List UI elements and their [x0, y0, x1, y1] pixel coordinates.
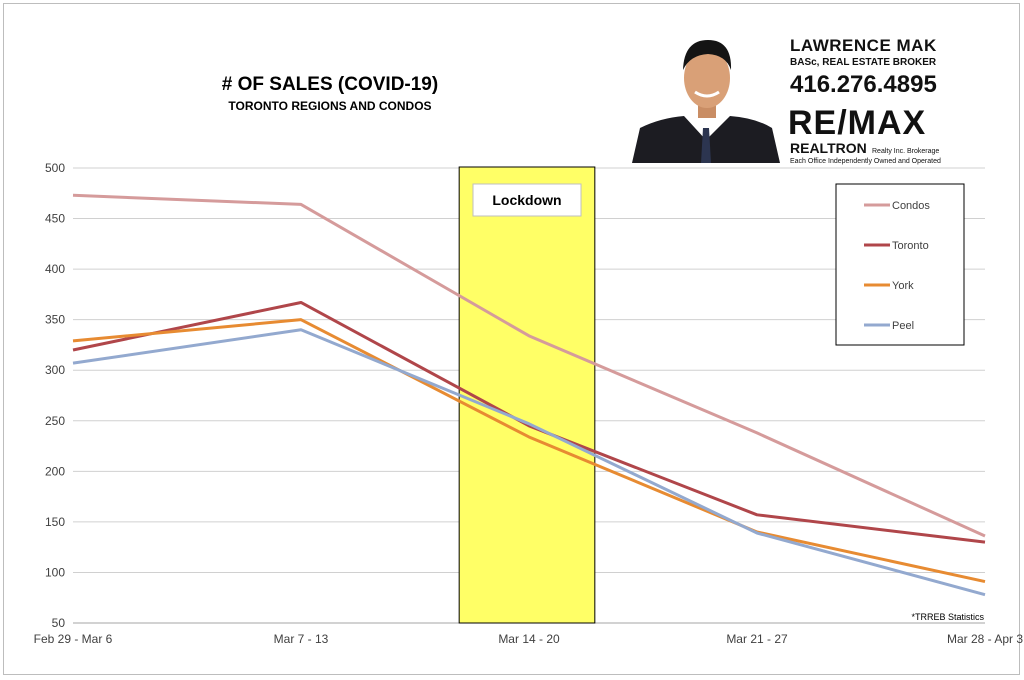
y-tick-label: 500 [45, 161, 65, 175]
x-tick-label: Feb 29 - Mar 6 [34, 632, 113, 646]
y-tick-label: 150 [45, 515, 65, 529]
series-line-york [72, 318, 986, 584]
brokerage-logo: RE/MAX [788, 104, 926, 142]
legend-label-condos: Condos [892, 200, 930, 212]
x-tick-label: Mar 7 - 13 [274, 632, 329, 646]
y-tick-label: 250 [45, 414, 65, 428]
brokerage-office: REALTRON [790, 140, 867, 156]
agent-title: BASc, REAL ESTATE BROKER [790, 57, 937, 68]
lockdown-band-layer: Lockdown [458, 166, 596, 624]
series-line-peel [72, 328, 986, 597]
x-tick-label: Mar 14 - 20 [498, 632, 560, 646]
chart-title: # OF SALES (COVID-19) [222, 74, 438, 95]
x-axis-ticks: Feb 29 - Mar 6 Mar 7 - 13 Mar 14 - 20 Mar 2… [34, 632, 1024, 646]
lockdown-label: Lockdown [492, 192, 561, 208]
brokerage-note: Each Office Independently Owned and Oper… [790, 158, 941, 165]
y-tick-label: 100 [45, 565, 65, 579]
lockdown-band [458, 166, 596, 624]
chart-subtitle: TORONTO REGIONS AND CONDOS [228, 99, 431, 113]
agent-portrait-icon [630, 20, 780, 163]
legend-label-york: York [892, 280, 914, 292]
y-tick-label: 200 [45, 464, 65, 478]
lockdown-label-box [472, 183, 582, 217]
legend-box [835, 183, 965, 346]
legend-label-peel: Peel [892, 320, 914, 332]
y-tick-label: 350 [45, 313, 65, 327]
legend: Condos Toronto York Peel [835, 183, 965, 346]
legend-label-toronto: Toronto [892, 240, 929, 252]
y-tick-label: 400 [45, 262, 65, 276]
series-line-condos [72, 193, 986, 538]
agent-name: LAWRENCE MAK [790, 36, 937, 55]
y-tick-label: 300 [45, 363, 65, 377]
source-note: *TRREB Statistics [911, 612, 984, 622]
brokerage-suffix: Realty Inc. Brokerage [872, 148, 939, 155]
series-line-toronto [72, 300, 986, 544]
agent-branding: LAWRENCE MAK BASc, REAL ESTATE BROKER 41… [630, 20, 941, 165]
y-tick-label: 450 [45, 212, 65, 226]
x-tick-label: Mar 21 - 27 [726, 632, 788, 646]
y-tick-label: 50 [52, 616, 66, 630]
agent-phone: 416.276.4895 [790, 71, 937, 98]
x-tick-label: Mar 28 - Apr 3 [947, 632, 1023, 646]
series-layer [72, 193, 986, 597]
y-axis-ticks: 50 100 150 200 250 300 350 400 450 500 [45, 161, 65, 630]
